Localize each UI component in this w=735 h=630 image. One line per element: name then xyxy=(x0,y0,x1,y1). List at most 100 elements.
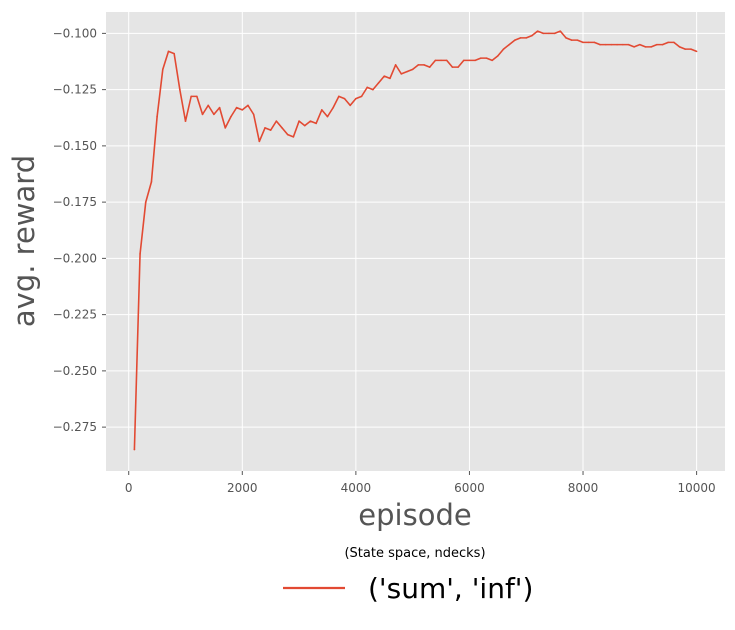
data-point xyxy=(218,106,221,109)
x-axis-title: episode xyxy=(358,498,471,532)
data-point xyxy=(644,46,647,48)
data-point xyxy=(462,59,465,62)
data-point xyxy=(201,113,204,116)
data-point xyxy=(349,104,351,107)
data-point xyxy=(491,59,493,62)
data-point xyxy=(616,43,618,46)
data-point xyxy=(167,50,170,53)
data-point xyxy=(394,64,397,66)
x-tick-label: 8000 xyxy=(568,481,599,495)
data-point xyxy=(179,88,181,91)
data-point xyxy=(525,37,528,39)
data-point xyxy=(428,66,431,68)
data-point xyxy=(235,106,238,109)
data-point xyxy=(690,48,692,50)
data-point xyxy=(343,97,346,100)
data-point xyxy=(264,127,266,129)
data-point xyxy=(627,43,630,46)
data-point xyxy=(531,34,533,37)
data-point xyxy=(508,43,511,46)
data-point xyxy=(514,39,516,41)
data-point xyxy=(207,104,210,107)
series-line xyxy=(133,30,697,450)
data-point xyxy=(633,46,635,48)
data-point xyxy=(150,181,153,183)
data-point xyxy=(377,82,380,84)
data-point xyxy=(587,41,590,44)
data-point xyxy=(303,124,306,127)
legend-title: (State space, ndecks) xyxy=(344,546,485,561)
plot-area xyxy=(106,12,725,471)
data-point xyxy=(570,39,573,41)
y-tick-label: −0.225 xyxy=(53,308,97,322)
data-point xyxy=(241,109,244,111)
data-point xyxy=(144,201,147,203)
y-tick-label: −0.250 xyxy=(53,364,97,378)
data-point xyxy=(411,68,414,71)
x-tick-label: 6000 xyxy=(454,481,485,495)
data-point xyxy=(604,43,607,46)
data-point xyxy=(309,120,312,122)
data-point xyxy=(678,46,681,48)
data-point xyxy=(252,113,255,116)
data-point xyxy=(156,115,158,118)
data-point xyxy=(468,59,471,62)
data-point xyxy=(650,46,652,48)
data-point xyxy=(536,30,539,32)
x-tick-label: 10000 xyxy=(678,481,716,495)
x-tick-label: 2000 xyxy=(227,481,258,495)
data-point xyxy=(269,129,272,131)
data-points xyxy=(133,30,698,451)
data-point xyxy=(684,48,687,50)
data-point xyxy=(298,120,300,122)
data-point xyxy=(548,32,550,35)
data-point xyxy=(332,106,334,109)
data-point xyxy=(275,120,278,122)
data-point xyxy=(383,75,386,77)
data-point xyxy=(582,41,584,44)
data-point xyxy=(258,140,261,143)
data-point xyxy=(599,43,601,46)
data-point xyxy=(400,73,403,75)
data-point xyxy=(457,66,459,68)
data-point xyxy=(656,43,658,46)
x-tick-label: 4000 xyxy=(341,481,372,495)
data-point xyxy=(485,57,488,59)
y-tick-label: −0.150 xyxy=(53,139,97,153)
y-tick-label: −0.275 xyxy=(53,420,97,434)
data-point xyxy=(621,43,624,46)
y-tick-label: −0.175 xyxy=(53,195,97,209)
data-point xyxy=(661,43,664,46)
data-point xyxy=(230,115,232,118)
data-point xyxy=(610,43,613,46)
y-tick-label: −0.100 xyxy=(53,26,97,40)
data-point xyxy=(286,133,289,136)
y-tick-label: −0.200 xyxy=(53,251,97,265)
data-point xyxy=(474,59,476,62)
tick-labels: 0 2000 4000 6000 8000 10000 −0.275 −0.250 −0.225… xyxy=(53,26,716,495)
data-point xyxy=(281,127,283,129)
data-point xyxy=(497,55,499,57)
data-point xyxy=(406,70,408,73)
data-point xyxy=(372,88,374,91)
data-point xyxy=(593,41,596,44)
data-point xyxy=(639,43,641,46)
data-point xyxy=(695,50,698,53)
data-point xyxy=(321,109,323,111)
data-point xyxy=(519,37,522,39)
legend: (State space, ndecks) ('sum', 'inf') xyxy=(283,546,533,605)
data-point xyxy=(360,95,363,98)
data-point xyxy=(502,48,505,50)
data-point xyxy=(190,95,192,98)
data-point xyxy=(292,136,295,138)
y-axis-title: avg. reward xyxy=(7,155,41,327)
data-point xyxy=(451,66,454,68)
y-tick-label: −0.125 xyxy=(53,83,97,97)
legend-entry-label: ('sum', 'inf') xyxy=(368,572,533,605)
data-point xyxy=(355,97,357,100)
data-point xyxy=(139,253,141,255)
data-point xyxy=(247,104,249,107)
data-point xyxy=(673,41,675,44)
